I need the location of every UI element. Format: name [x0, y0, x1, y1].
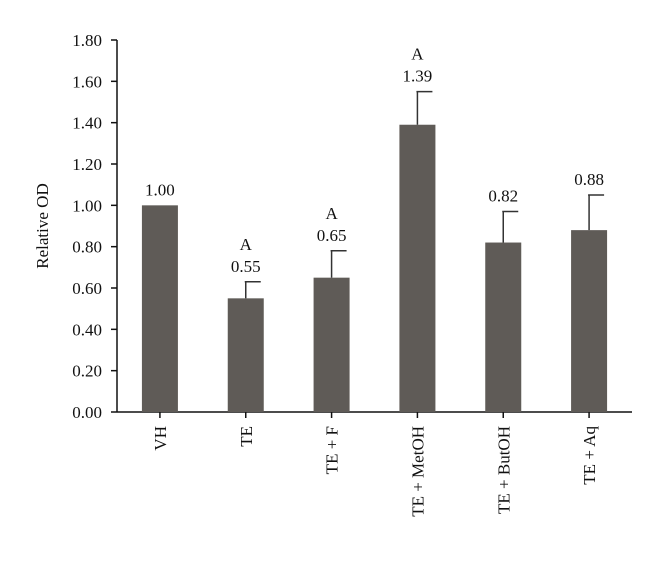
bars: 1.00 0.55 A 0.65 A 1.39 A 0.82 0.88 [141, 45, 608, 412]
y-tick-label: 0.80 [72, 238, 102, 257]
data-label: 0.82 [488, 187, 518, 206]
data-label: 0.65 [317, 226, 347, 245]
y-tick-label: 0.60 [72, 279, 102, 298]
data-label: 1.39 [403, 67, 433, 86]
y-tick-label: 1.60 [72, 72, 102, 91]
data-label: 0.55 [231, 257, 261, 276]
y-tick-label: 1.40 [72, 114, 102, 133]
y-ticks: 0.00 0.20 0.40 0.60 0.80 1.00 1.20 1.40 1.60 1.80 [72, 31, 117, 422]
x-tick-label: TE + F [323, 426, 342, 474]
y-axis-label: Relative OD [33, 183, 52, 268]
y-tick-label: 1.20 [72, 155, 102, 174]
x-tick-label: TE [237, 426, 256, 447]
bar [313, 277, 350, 412]
x-tick-label: TE + MetOH [408, 426, 427, 517]
significance-label: A [240, 235, 253, 254]
y-tick-label: 0.20 [72, 362, 102, 381]
bar [485, 242, 522, 412]
y-tick-label: 1.00 [72, 196, 102, 215]
data-label: 0.88 [574, 170, 604, 189]
bar [141, 205, 178, 412]
bar [571, 230, 608, 412]
data-label: 1.00 [145, 180, 175, 199]
bar [227, 298, 264, 412]
y-tick-label: 1.80 [72, 31, 102, 50]
x-tick-label: VH [151, 426, 170, 451]
y-tick-label: 0.00 [72, 403, 102, 422]
bar [399, 124, 436, 412]
significance-label: A [325, 204, 338, 223]
y-tick-label: 0.40 [72, 320, 102, 339]
significance-label: A [411, 45, 424, 64]
x-tick-label: TE + ButOH [494, 426, 513, 514]
x-tick-label: TE + Aq [580, 426, 599, 485]
x-categories: VH TE TE + F TE + MetOH TE + ButOH TE + Aq [151, 412, 599, 517]
